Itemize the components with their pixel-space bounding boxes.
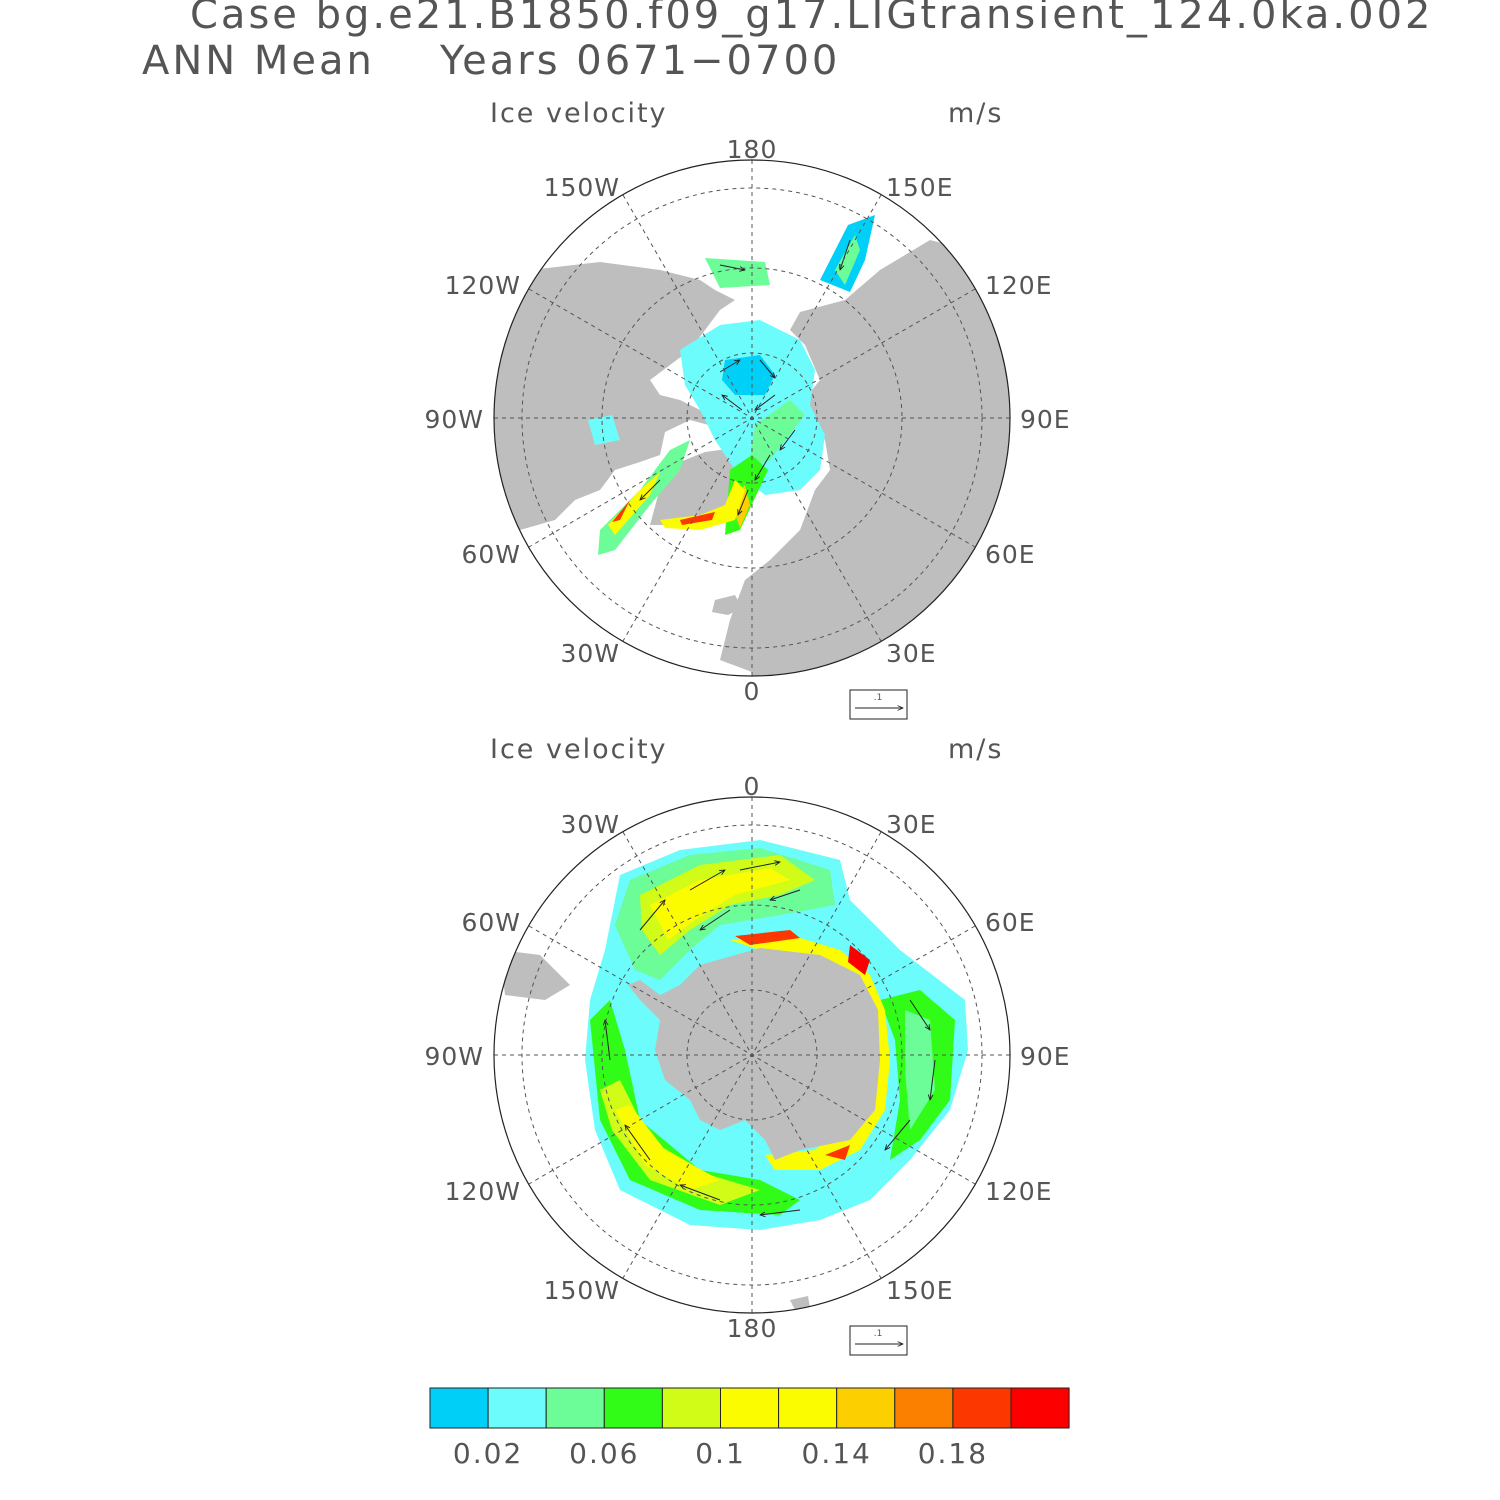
- colorbar-swatch: [778, 1387, 838, 1429]
- colorbar-swatch: [836, 1387, 896, 1429]
- colorbar-tick-label: 0.18: [918, 1437, 988, 1470]
- colorbar-swatch: [545, 1387, 605, 1429]
- lon-label-90e-south: 90E: [1020, 1042, 1071, 1071]
- colorbar-swatch: [661, 1387, 722, 1429]
- land-north: [494, 240, 1010, 676]
- colorbar-swatch: [603, 1387, 663, 1429]
- land-south: [500, 948, 880, 1310]
- lon-label-90w-north: 90W: [424, 405, 484, 434]
- case-title: Case bg.e21.B1850.f09_g17.LIGtransient_1…: [190, 0, 1433, 38]
- colorbar-swatch: [487, 1387, 547, 1429]
- lon-label-60e-north: 60E: [985, 540, 1036, 569]
- lon-label-0-north: 0: [744, 677, 761, 706]
- colorbar-tick-label: 0.1: [695, 1437, 746, 1470]
- lon-label-180-north: 180: [727, 135, 778, 164]
- lon-label-120w-south: 120W: [445, 1177, 521, 1206]
- lon-label-60w-north: 60W: [461, 540, 521, 569]
- lon-label-180-south: 180: [727, 1314, 778, 1343]
- reference-vector-north: .1: [849, 689, 908, 720]
- panel-south: Ice velocity m/s: [424, 734, 1071, 1356]
- reference-vector-label-north: .1: [874, 693, 883, 703]
- panel-north-units: m/s: [948, 98, 1003, 129]
- panel-north: Ice velocity m/s: [424, 98, 1071, 720]
- season-label: ANN Mean: [142, 38, 375, 84]
- lon-label-30w-north: 30W: [560, 639, 620, 668]
- lon-label-90e-north: 90E: [1020, 405, 1071, 434]
- lon-label-150w-north: 150W: [544, 173, 620, 202]
- colorbar: 0.02 0.06 0.1 0.14 0.18: [429, 1387, 1070, 1470]
- panel-south-units: m/s: [948, 734, 1003, 765]
- colorbar-tick-label: 0.02: [453, 1437, 523, 1470]
- lon-label-30e-south: 30E: [886, 810, 937, 839]
- lon-label-150w-south: 150W: [544, 1276, 620, 1305]
- lon-label-60e-south: 60E: [985, 908, 1036, 937]
- colorbar-swatch: [720, 1387, 780, 1429]
- lon-label-120e-south: 120E: [985, 1177, 1053, 1206]
- lon-label-120e-north: 120E: [985, 271, 1053, 300]
- meridians-north: [494, 160, 1010, 676]
- panel-north-title: Ice velocity: [490, 98, 668, 129]
- years-label: Years 0671−0700: [439, 38, 840, 84]
- lon-label-30e-north: 30E: [886, 639, 937, 668]
- colorbar-swatch: [952, 1387, 1012, 1429]
- lon-label-150e-north: 150E: [886, 173, 954, 202]
- colorbar-tick-label: 0.06: [569, 1437, 639, 1470]
- lon-label-120w-north: 120W: [445, 271, 521, 300]
- reference-vector-label-south: .1: [874, 1329, 883, 1339]
- lon-label-0-south: 0: [744, 772, 761, 801]
- map-boundary-south: [493, 796, 1011, 1314]
- lon-label-90w-south: 90W: [424, 1042, 484, 1071]
- colorbar-swatch: [429, 1387, 489, 1429]
- meridians-south: [494, 797, 1010, 1313]
- lon-label-30w-south: 30W: [560, 810, 620, 839]
- reference-vector-south: .1: [849, 1325, 908, 1356]
- colorbar-swatch: [1010, 1387, 1070, 1429]
- colorbar-swatch: [894, 1387, 954, 1429]
- panel-south-title: Ice velocity: [490, 734, 668, 765]
- lon-label-60w-south: 60W: [461, 908, 521, 937]
- ice-velocity-vectors-north: [640, 239, 851, 515]
- colorbar-tick-label: 0.14: [802, 1437, 872, 1470]
- lon-label-150e-south: 150E: [886, 1276, 954, 1305]
- ice-velocity-vectors-south: [605, 862, 936, 1215]
- map-boundary-north: [493, 159, 1011, 677]
